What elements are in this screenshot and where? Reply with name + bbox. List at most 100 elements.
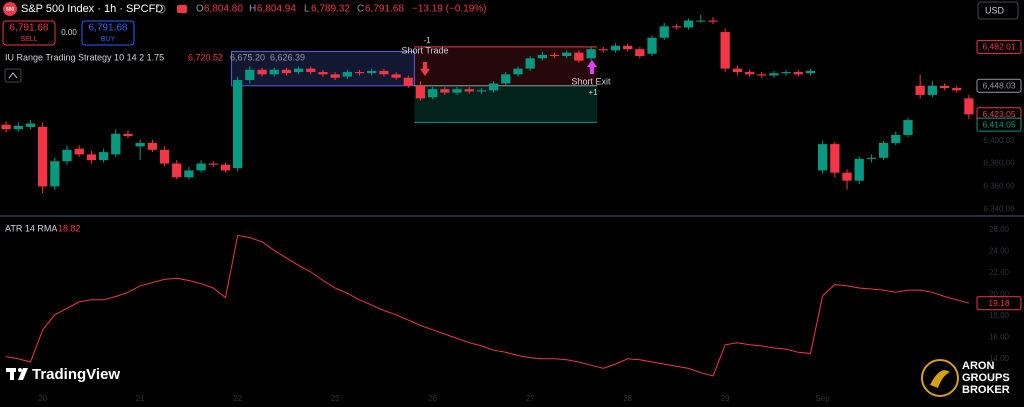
candle-body — [818, 144, 828, 171]
candle-body — [111, 133, 121, 155]
atr-line — [6, 234, 970, 377]
price-label-box — [976, 78, 1022, 93]
candle-body — [86, 154, 97, 161]
candle-body — [38, 126, 48, 187]
logo-leaf — [930, 370, 950, 388]
candle-body — [964, 98, 974, 115]
candle-body — [744, 72, 755, 75]
candle-body — [696, 20, 706, 22]
low-value: 6,789.32 — [311, 4, 350, 15]
price-label: 6,414.05 — [982, 119, 1015, 129]
candle-body — [1, 124, 11, 130]
entry-signal: -1 — [423, 36, 431, 45]
candle-body — [452, 89, 462, 93]
x-tick-label: 25 — [331, 394, 340, 403]
candle-body — [757, 74, 767, 76]
exit-label: Short Exit — [571, 76, 611, 86]
x-tick-label: 22 — [233, 394, 242, 403]
change: −13.19 (−0.19%) — [412, 4, 487, 15]
currency: USD — [985, 5, 1005, 15]
candle-body — [367, 70, 377, 74]
symbol-badge[interactable] — [3, 2, 17, 16]
y-tick-label: 14.00 — [989, 354, 1010, 363]
spread: 0.00 — [61, 28, 77, 37]
atr-legend-value: 18.82 — [58, 223, 81, 233]
logo-shape — [10, 368, 14, 380]
y-tick-label: 24.00 — [989, 247, 1010, 256]
close-value: 6,791.68 — [365, 4, 404, 15]
candle-body — [196, 163, 206, 171]
marks-layer: 6,400.00 6,380.00 6,360.00 6,340.00 6,482.01… — [1, 14, 1022, 403]
candle-body — [391, 74, 401, 78]
candle-body — [830, 144, 840, 173]
candle-body — [428, 89, 438, 98]
candle-body — [537, 54, 547, 59]
currency-button[interactable] — [977, 1, 1019, 20]
sell-button[interactable] — [2, 20, 56, 46]
candle-body — [842, 172, 852, 181]
candle-body — [939, 85, 950, 89]
candle-body — [233, 80, 243, 169]
candle-body — [769, 73, 779, 76]
candle-body — [184, 170, 194, 178]
candle-body — [172, 163, 182, 178]
sell-label: SELL — [20, 36, 37, 43]
candle-body — [598, 49, 608, 51]
price-label: 6,482.01 — [982, 42, 1015, 52]
candle-body — [476, 90, 487, 92]
y-tick-label: 6,360.00 — [983, 182, 1015, 191]
x-tick-label: Sep — [816, 394, 831, 403]
y-tick-label: 16.00 — [989, 332, 1010, 341]
candle-body — [720, 32, 730, 69]
candle-body — [501, 74, 511, 84]
candle-body — [147, 142, 157, 150]
last-value-label: 19.18 — [988, 298, 1010, 308]
price-label: 6,448.03 — [982, 80, 1015, 90]
x-tick-label: 21 — [136, 394, 145, 403]
indicator-value: 6,675.20 — [230, 52, 265, 62]
candle-body — [220, 164, 231, 171]
candle-body — [866, 157, 877, 159]
exit-arrow — [587, 60, 597, 74]
exit-signal: +1 — [588, 88, 598, 97]
x-tick-label: 28 — [623, 394, 632, 403]
icon[interactable] — [156, 4, 166, 14]
symbol[interactable]: S&P 500 Index · 1h · SPCFD — [21, 3, 163, 15]
candle-body — [647, 37, 657, 54]
tradingview-logo[interactable]: TradingView — [6, 366, 120, 383]
candle-body — [464, 89, 474, 92]
candle-body — [549, 54, 560, 57]
candle-body — [891, 134, 901, 143]
candle-body — [623, 45, 633, 50]
candle-body — [123, 133, 133, 137]
x-tick-label: 20 — [38, 394, 47, 403]
buy-button[interactable] — [81, 20, 135, 46]
logo-shape — [18, 368, 28, 380]
low-label: L — [304, 4, 310, 15]
x-tick-label: 27 — [526, 394, 535, 403]
candle-body — [440, 89, 450, 93]
candle-body — [525, 58, 535, 69]
candle-body — [13, 125, 23, 130]
candle-body — [562, 52, 572, 57]
open-value: 6,804.80 — [204, 4, 243, 15]
last-value-box — [976, 296, 1022, 311]
candle-body — [62, 149, 72, 162]
candle-body — [281, 69, 292, 74]
x-tick-label: 26 — [428, 394, 437, 403]
collapse-button[interactable] — [4, 68, 22, 83]
indicator-name[interactable]: IU Range Trading Strategy 10 14 2 1.75 — [5, 52, 164, 62]
atr-title[interactable]: ATR 14 RMA — [5, 223, 57, 233]
candle-body — [513, 68, 523, 75]
candle-body — [805, 70, 816, 74]
candle-body — [878, 142, 889, 158]
collapse-icon — [8, 72, 18, 79]
candle-body — [488, 83, 499, 91]
candle-body — [403, 77, 413, 86]
icon[interactable] — [177, 5, 187, 13]
candle-body — [915, 85, 925, 95]
candle-body — [708, 20, 718, 22]
candle-body — [354, 72, 365, 74]
